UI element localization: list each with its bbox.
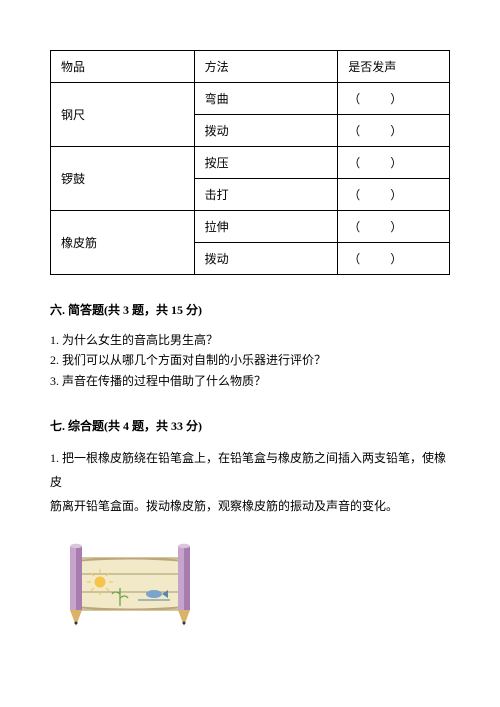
question-line: 筋离开铅笔盒面。拨动橡皮筋，观察橡皮筋的振动及声音的变化。 (50, 494, 450, 518)
section7-q1: 1. 把一根橡皮筋绕在铅笔盒上，在铅笔盒与橡皮筋之间插入两支铅笔，使橡皮 筋离开… (50, 446, 450, 518)
table-row: 钢尺 弯曲 （） (51, 83, 450, 115)
paren-open: （ (348, 156, 390, 170)
sound-table: 物品 方法 是否发声 钢尺 弯曲 （） 拨动 （） 锣鼓 按压 （） 击打 （）… (50, 50, 450, 275)
paren-open: （ (348, 188, 390, 202)
answer-cell: （） (338, 211, 450, 243)
method-cell: 按压 (194, 147, 338, 179)
question: 1. 为什么女生的音高比男生高？ (50, 330, 450, 350)
section6-list: 1. 为什么女生的音高比男生高？ 2. 我们可以从哪几个方面对自制的小乐器进行评… (50, 330, 450, 391)
question: 2. 我们可以从哪几个方面对自制的小乐器进行评价？ (50, 350, 450, 370)
pencil-box-diagram (50, 528, 450, 637)
answer-cell: （） (338, 115, 450, 147)
answer-cell: （） (338, 83, 450, 115)
paren-close: ） (390, 188, 432, 202)
th-sound: 是否发声 (338, 51, 450, 83)
item-cell: 锣鼓 (51, 147, 195, 211)
method-cell: 拨动 (194, 243, 338, 275)
table-row: 橡皮筋 拉伸 （） (51, 211, 450, 243)
item-cell: 钢尺 (51, 83, 195, 147)
th-method: 方法 (194, 51, 338, 83)
paren-close: ） (390, 92, 432, 106)
section7-heading: 七. 综合题(共 4 题，共 33 分) (50, 417, 450, 434)
item-cell: 橡皮筋 (51, 211, 195, 275)
paren-close: ） (390, 124, 432, 138)
paren-close: ） (390, 156, 432, 170)
question: 3. 声音在传播的过程中借助了什么物质？ (50, 371, 450, 391)
paren-open: （ (348, 220, 390, 234)
question-line: 1. 把一根橡皮筋绕在铅笔盒上，在铅笔盒与橡皮筋之间插入两支铅笔，使橡皮 (50, 446, 450, 494)
method-cell: 拨动 (194, 115, 338, 147)
paren-open: （ (348, 252, 390, 266)
answer-cell: （） (338, 243, 450, 275)
paren-open: （ (348, 92, 390, 106)
method-cell: 弯曲 (194, 83, 338, 115)
th-item: 物品 (51, 51, 195, 83)
diagram-svg (50, 528, 210, 633)
paren-open: （ (348, 124, 390, 138)
paren-close: ） (390, 252, 432, 266)
method-cell: 击打 (194, 179, 338, 211)
answer-cell: （） (338, 147, 450, 179)
section6-heading: 六. 简答题(共 3 题，共 15 分) (50, 301, 450, 318)
paren-close: ） (390, 220, 432, 234)
table-row: 物品 方法 是否发声 (51, 51, 450, 83)
method-cell: 拉伸 (194, 211, 338, 243)
answer-cell: （） (338, 179, 450, 211)
table-row: 锣鼓 按压 （） (51, 147, 450, 179)
